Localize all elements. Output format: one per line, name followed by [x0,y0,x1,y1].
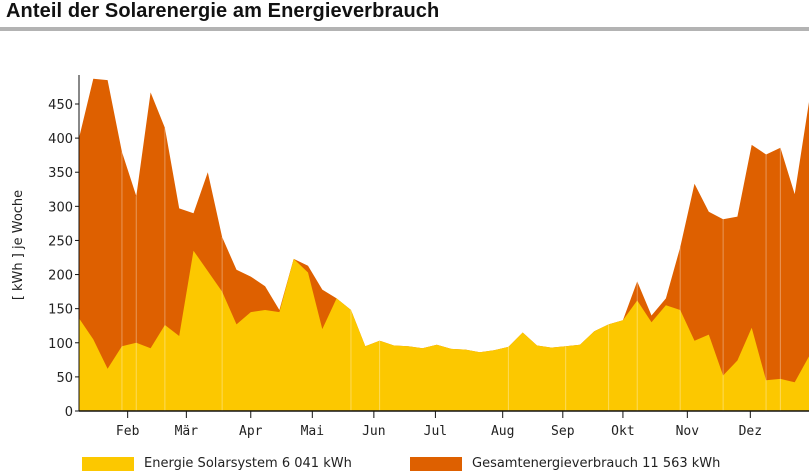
y-tick-label: 0 [65,405,73,420]
x-tick-label: Feb [116,424,140,439]
solar-energy-area [79,250,809,411]
x-tick-label: Sep [551,424,575,439]
y-tick-label: 100 [48,337,73,352]
x-tick-label: Nov [676,424,700,439]
x-tick-label: Dez [739,424,762,439]
x-tick-label: Mär [175,424,199,439]
chart-title: Anteil der Solarenergie am Energieverbra… [6,0,440,22]
legend-item-solar: Energie Solarsystem 6 041 kWh [82,456,352,471]
legend-label-total: Gesamtenergieverbrauch [472,456,639,471]
x-tick-label: Jun [362,424,385,439]
y-tick-label: 350 [48,166,73,181]
legend-total-total: 11 563 kWh [642,456,721,471]
title-divider [0,27,809,31]
x-tick-label: Jul [424,424,447,439]
legend-swatch-total [410,456,462,471]
y-tick-label: 50 [56,371,73,386]
x-tick-label: Aug [491,424,514,439]
legend-total-solar: 6 041 kWh [281,456,352,471]
y-tick-label: 300 [48,200,73,215]
legend-swatch-solar [82,456,134,471]
y-tick-label: 200 [48,269,73,284]
x-tick-label: Mai [301,424,324,439]
legend-label-solar: Energie Solarsystem [144,456,278,471]
y-axis-label: [ kWh ] je Woche [11,190,26,300]
x-tick-label: Apr [239,424,263,439]
y-tick-label: 250 [48,234,73,249]
legend-item-total: Gesamtenergieverbrauch 11 563 kWh [410,456,720,471]
x-tick-label: Okt [611,424,634,439]
y-tick-label: 150 [48,303,73,318]
y-tick-label: 400 [48,132,73,147]
y-tick-label: 450 [48,98,73,113]
